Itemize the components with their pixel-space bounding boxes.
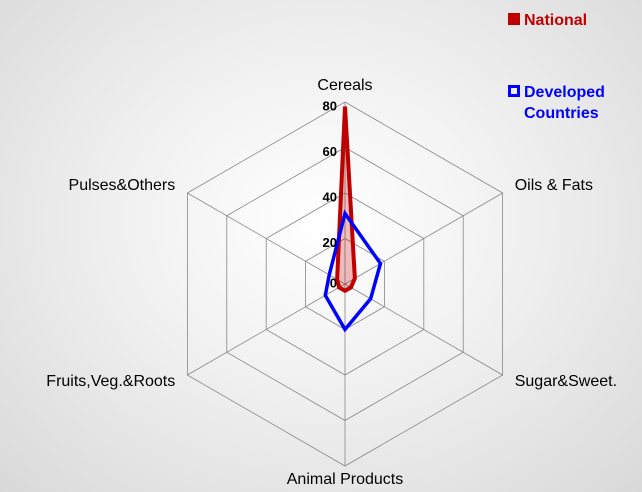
y-tick-label: 80 <box>323 98 337 113</box>
series-line <box>323 209 383 333</box>
spoke <box>187 192 346 285</box>
spoke <box>187 283 346 376</box>
spoke <box>344 192 503 285</box>
category-label: Oils & Fats <box>515 177 593 194</box>
legend-label: National <box>524 12 588 29</box>
y-tick-label: 60 <box>323 144 337 159</box>
y-tick-label: 20 <box>323 235 337 250</box>
category-label: Cereals <box>317 77 372 94</box>
category-label: Animal Products <box>287 471 404 488</box>
legend-item: Developed Countries <box>508 82 634 124</box>
category-label: Sugar&Sweet. <box>515 373 617 390</box>
legend-swatch <box>508 85 520 97</box>
y-tick-label: 0 <box>330 275 337 290</box>
legend-label: Developed Countries <box>524 84 605 122</box>
y-tick-label: 40 <box>323 189 337 204</box>
series-line <box>335 106 357 294</box>
legend-swatch <box>508 13 520 25</box>
category-label: Fruits,Veg.&Roots <box>46 373 175 390</box>
legend-item: National <box>508 10 634 31</box>
category-label: Pulses&Others <box>69 177 176 194</box>
